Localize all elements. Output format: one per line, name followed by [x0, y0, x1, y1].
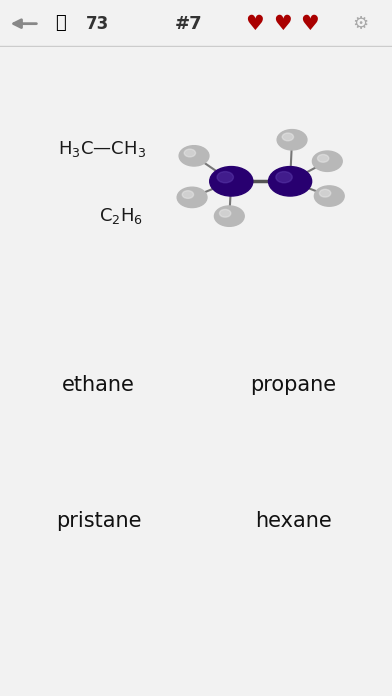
Circle shape [177, 187, 207, 207]
Text: #7: #7 [174, 15, 202, 33]
Circle shape [220, 209, 231, 217]
Circle shape [312, 151, 342, 171]
Text: ethane: ethane [62, 375, 135, 395]
Text: ⚙: ⚙ [352, 15, 369, 33]
Circle shape [269, 166, 312, 196]
Text: ♥: ♥ [245, 14, 264, 33]
Circle shape [314, 186, 344, 206]
Circle shape [210, 166, 253, 196]
Circle shape [182, 191, 194, 198]
Circle shape [184, 149, 196, 157]
Circle shape [282, 133, 294, 141]
Text: H$_3$C—CH$_3$: H$_3$C—CH$_3$ [58, 139, 146, 159]
Circle shape [277, 129, 307, 150]
Circle shape [319, 189, 331, 197]
Text: propane: propane [250, 375, 337, 395]
Circle shape [214, 206, 244, 226]
Text: C$_2$H$_6$: C$_2$H$_6$ [100, 206, 143, 226]
Circle shape [318, 155, 329, 162]
Circle shape [179, 145, 209, 166]
Text: 73: 73 [86, 15, 109, 33]
Text: 💡: 💡 [55, 14, 66, 32]
Circle shape [217, 172, 234, 183]
Circle shape [276, 172, 292, 183]
Text: ♥: ♥ [273, 14, 292, 33]
Text: hexane: hexane [255, 511, 332, 530]
Text: ♥: ♥ [300, 14, 319, 33]
Text: pristane: pristane [56, 511, 141, 530]
